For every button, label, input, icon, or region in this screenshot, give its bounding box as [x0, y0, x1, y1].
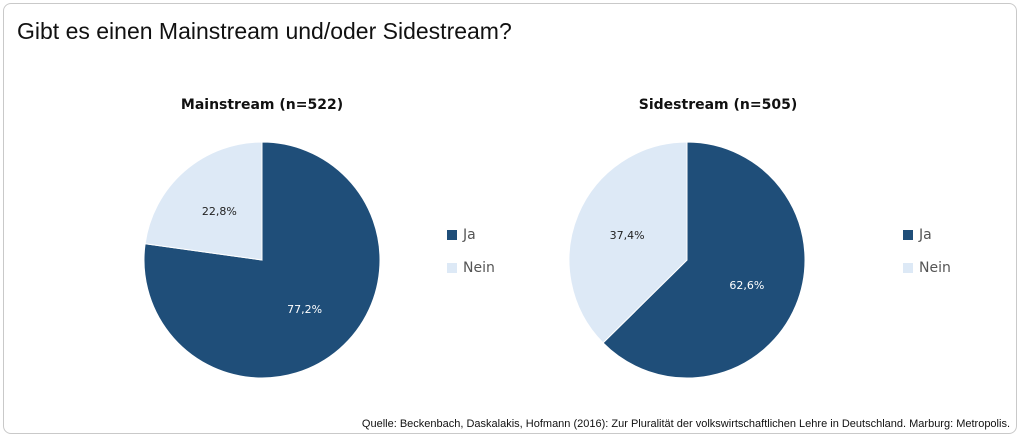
- legend-mainstream: Ja Nein: [447, 218, 495, 284]
- legend-item-nein: Nein: [903, 251, 951, 284]
- mainstream-data-label-nein: 22,8%: [202, 205, 237, 218]
- legend-swatch-nein: [447, 262, 457, 273]
- chart-title-sidestream: Sidestream (n=505): [638, 97, 798, 113]
- source-note: Quelle: Beckenbach, Daskalakis, Hofmann …: [361, 418, 1010, 430]
- legend-sidestream: Ja Nein: [903, 218, 951, 284]
- legend-label-ja: Ja: [463, 226, 476, 243]
- sidestream-slice-nein: [568, 141, 688, 344]
- page-title: Gibt es einen Mainstream und/oder Sidest…: [17, 18, 512, 44]
- mainstream-slice-nein: [144, 141, 263, 261]
- sidestream-data-label-ja: 62,6%: [729, 279, 764, 292]
- mainstream-slice-ja: [143, 141, 381, 379]
- sidestream-slice-ja: [602, 141, 806, 379]
- legend-item-nein: Nein: [447, 251, 495, 284]
- mainstream-data-label-ja: 77,2%: [287, 303, 322, 316]
- legend-label-nein: Nein: [463, 259, 495, 276]
- pie-chart-sidestream: 62,6% 37,4%: [568, 141, 806, 379]
- legend-swatch-ja: [903, 229, 913, 240]
- chart-title-mainstream: Mainstream (n=522): [180, 97, 344, 113]
- legend-label-nein: Nein: [919, 259, 951, 276]
- legend-swatch-ja: [447, 229, 457, 240]
- pie-chart-mainstream: 77,2% 22,8%: [143, 141, 381, 379]
- legend-item-ja: Ja: [903, 218, 951, 251]
- legend-label-ja: Ja: [919, 226, 932, 243]
- sidestream-data-label-nein: 37,4%: [610, 229, 645, 242]
- legend-swatch-nein: [903, 262, 913, 273]
- legend-item-ja: Ja: [447, 218, 495, 251]
